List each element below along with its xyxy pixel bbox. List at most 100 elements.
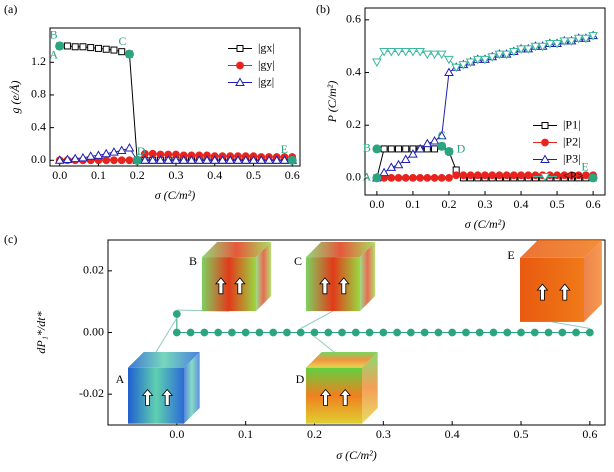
- data-point: [379, 47, 389, 57]
- x-tick-label: 0.3: [478, 197, 493, 211]
- cube-front: [202, 257, 256, 312]
- data-point: [124, 143, 135, 152]
- data-point: [171, 155, 181, 164]
- cube-side: [584, 240, 602, 322]
- data-point: [256, 155, 267, 164]
- data-point: [172, 310, 181, 318]
- x-tick-label: 0.4: [207, 168, 222, 182]
- cube-side: [362, 352, 378, 424]
- data-point: [147, 155, 158, 164]
- dipole-arrow: [319, 388, 332, 406]
- data-point: [241, 328, 250, 337]
- x-tick-label: 0.3: [376, 427, 391, 441]
- data-point: [269, 328, 278, 337]
- data-point: [140, 155, 150, 164]
- data-point: [434, 328, 443, 337]
- data-point: [401, 173, 410, 182]
- data-point: [78, 152, 88, 162]
- data-point: [436, 130, 447, 140]
- data-point: [509, 171, 518, 180]
- data-point: [473, 171, 482, 180]
- x-tick-label: 0.5: [246, 168, 261, 182]
- legend-label: |gy|: [258, 57, 275, 71]
- y-tick-label: 0.00: [83, 324, 104, 338]
- x-tick-label: 0.0: [52, 168, 67, 182]
- annotation-label: D: [457, 141, 466, 155]
- data-point: [531, 171, 540, 180]
- data-point: [466, 171, 475, 180]
- cube-top: [306, 242, 376, 258]
- data-point: [71, 43, 79, 51]
- y-tick-label: 0.6: [346, 12, 361, 26]
- data-point: [502, 171, 511, 180]
- cube-front: [520, 257, 584, 322]
- data-point: [445, 173, 453, 182]
- cube-top: [306, 352, 378, 368]
- x-tick-label: 0.4: [445, 427, 460, 441]
- data-point: [79, 43, 87, 51]
- y-tick-label: -0.02: [79, 386, 104, 400]
- data-point: [393, 47, 404, 57]
- x-tick-label: 0.6: [582, 427, 597, 441]
- x-axis-title: σ (C/m²): [336, 448, 377, 462]
- data-point: [402, 145, 410, 153]
- legend-marker: [541, 138, 549, 147]
- y-tick-label: 0.8: [31, 87, 46, 101]
- data-point: [503, 328, 512, 337]
- inset-arrow: [300, 310, 334, 329]
- inset-arrow: [551, 321, 590, 329]
- data-point: [544, 328, 553, 337]
- data-point: [558, 328, 567, 337]
- data-point: [380, 145, 388, 153]
- data-point: [372, 58, 382, 68]
- data-point: [125, 156, 134, 165]
- panel-label: (b): [316, 2, 330, 16]
- cube-top: [520, 240, 602, 258]
- data-point: [444, 55, 454, 65]
- data-point: [110, 46, 118, 54]
- cube-side: [360, 242, 376, 312]
- x-tick-label: 0.2: [441, 197, 456, 211]
- data-point: [240, 155, 251, 164]
- cube-front: [306, 257, 360, 312]
- x-tick-label: 0.4: [514, 197, 529, 211]
- data-point: [386, 162, 397, 171]
- data-point: [379, 328, 388, 337]
- data-point: [585, 328, 594, 337]
- data-point: [566, 37, 577, 46]
- data-point: [117, 156, 126, 165]
- data-point: [415, 47, 425, 57]
- data-point: [324, 328, 333, 337]
- dipole-arrow: [337, 277, 350, 295]
- annotation-point: [372, 173, 382, 183]
- data-point: [386, 47, 397, 57]
- dipole-arrow: [319, 277, 331, 295]
- dipole-arrow: [536, 283, 549, 301]
- annotation-point: [132, 155, 142, 165]
- data-point: [517, 171, 525, 180]
- data-point: [553, 171, 561, 180]
- annotation-point: [124, 49, 134, 59]
- data-point: [448, 328, 457, 337]
- x-tick-label: 0.1: [238, 427, 253, 441]
- inset-arrow: [155, 317, 178, 353]
- legend-label: |P1|: [563, 117, 580, 131]
- data-point: [523, 45, 534, 54]
- data-point: [395, 145, 403, 153]
- x-tick-label: 0.1: [405, 197, 420, 211]
- annotation-point: [437, 141, 447, 151]
- legend-label: <P>: [563, 168, 583, 182]
- data-point: [155, 155, 166, 164]
- cube-side: [256, 242, 272, 312]
- data-point: [365, 328, 374, 337]
- y-tick-label: 0.4: [31, 119, 46, 133]
- annotation-point: [55, 41, 65, 51]
- data-point: [416, 173, 425, 182]
- x-tick-label: 0.3: [168, 168, 183, 182]
- data-point: [338, 328, 346, 337]
- annotation-point: [287, 155, 297, 165]
- annotation-label: A: [49, 48, 58, 62]
- data-point: [572, 328, 580, 337]
